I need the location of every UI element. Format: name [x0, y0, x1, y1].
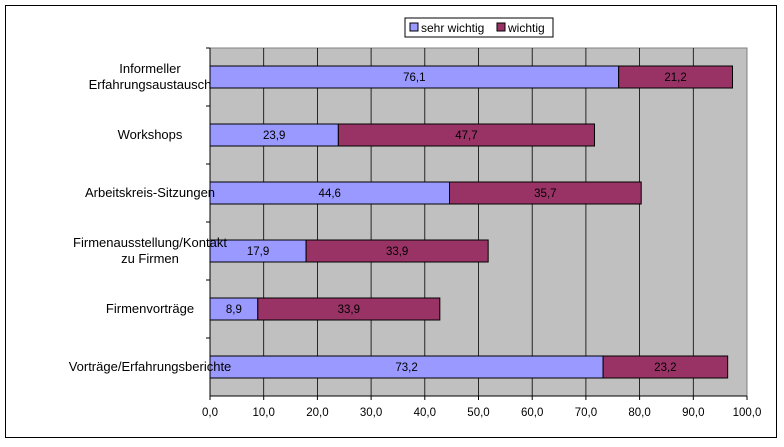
data-label: 35,7 — [534, 188, 556, 200]
category-label: Firmenvorträge — [106, 301, 194, 316]
category-label: Vorträge/Erfahrungsberichte — [69, 359, 232, 374]
data-label: 17,9 — [247, 246, 269, 258]
bar-wichtig — [602, 355, 729, 379]
data-label: 33,9 — [386, 246, 408, 258]
data-label: 76,1 — [403, 72, 425, 84]
x-tick-label: 0,0 — [202, 407, 218, 419]
category-label: Informeller Erfahrungsaustausch — [89, 61, 212, 92]
category-label: Arbeitskreis-Sitzungen — [85, 185, 215, 200]
data-label: 21,2 — [664, 72, 686, 84]
bar-wichtig — [305, 239, 489, 263]
x-tick-label: 100,0 — [733, 407, 762, 419]
data-label: 44,6 — [319, 188, 341, 200]
data-label: 23,2 — [654, 362, 676, 374]
x-tick-label: 50,0 — [467, 407, 489, 419]
legend-swatch — [496, 22, 506, 32]
x-tick-label: 10,0 — [253, 407, 275, 419]
x-tick-label: 60,0 — [521, 407, 543, 419]
data-label: 33,9 — [338, 304, 360, 316]
x-tick-label: 90,0 — [682, 407, 704, 419]
x-tick-label: 70,0 — [575, 407, 597, 419]
legend — [404, 17, 554, 38]
bar-wichtig — [449, 181, 642, 205]
category-label: Workshops — [118, 127, 183, 142]
x-tick-label: 40,0 — [414, 407, 436, 419]
x-tick-label: 80,0 — [628, 407, 650, 419]
data-label: 47,7 — [455, 130, 477, 142]
bar-wichtig — [618, 65, 734, 89]
data-label: 8,9 — [226, 304, 242, 316]
x-tick-label: 20,0 — [306, 407, 328, 419]
bar-wichtig — [257, 297, 441, 321]
data-label: 23,9 — [263, 130, 285, 142]
data-label: 73,2 — [395, 362, 417, 374]
bar-wichtig — [337, 123, 595, 147]
category-label: Firmenausstellung/Kontakt zu Firmen — [73, 235, 227, 266]
legend-swatch — [409, 22, 419, 32]
legend-entry: sehr wichtig — [421, 21, 484, 35]
legend-entry: wichtig — [507, 21, 545, 35]
x-tick-label: 30,0 — [360, 407, 382, 419]
